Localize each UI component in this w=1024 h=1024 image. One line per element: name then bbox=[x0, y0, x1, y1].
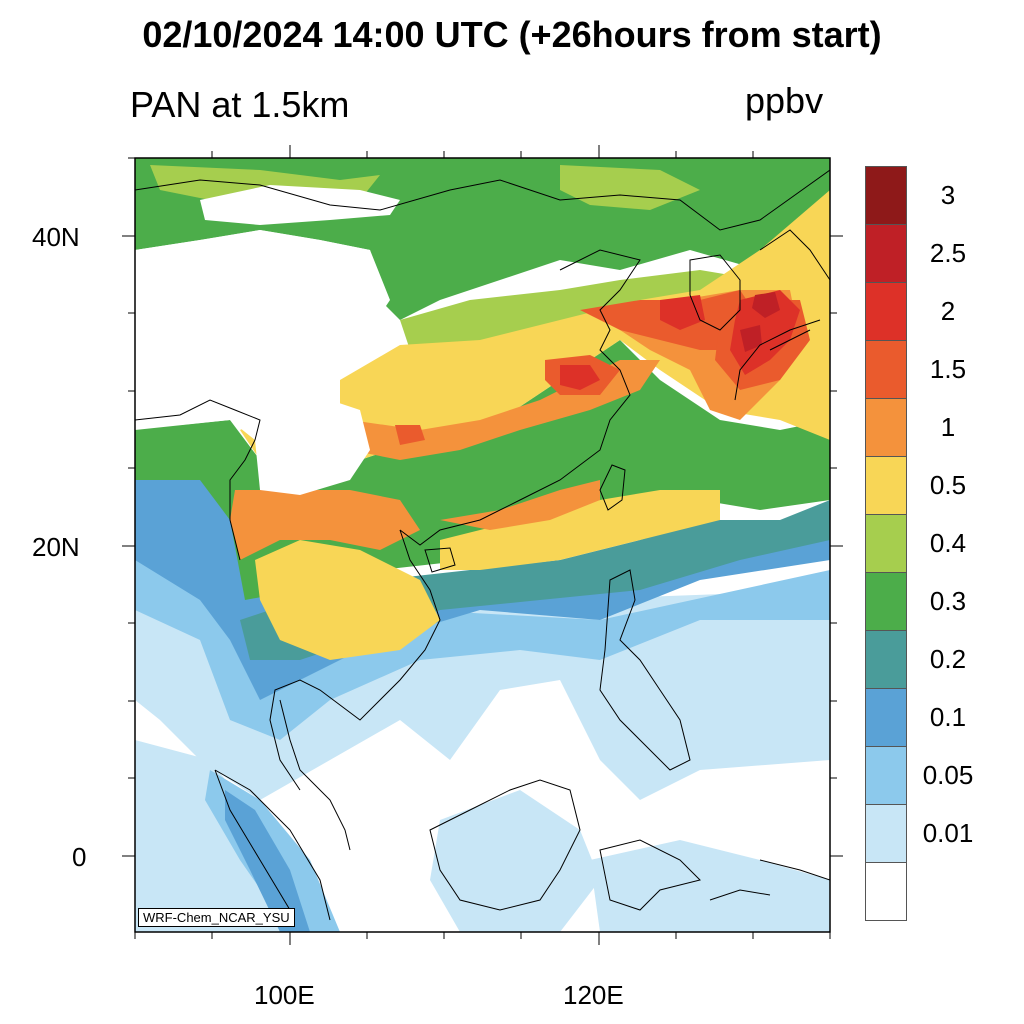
coastline-taiwan bbox=[599, 464, 626, 511]
colorbar-label: 0.1 bbox=[929, 702, 967, 732]
plot-frame bbox=[134, 157, 831, 933]
coastline-japan bbox=[734, 229, 830, 401]
coastline-sumatra bbox=[214, 769, 331, 921]
region-white-plateau bbox=[135, 230, 390, 495]
coastline-newguinea bbox=[709, 859, 830, 901]
latitude-ticks bbox=[122, 157, 843, 857]
colorbar-swatch bbox=[865, 398, 907, 457]
units-label: ppbv bbox=[745, 80, 824, 121]
lat-label-20n: 20N bbox=[32, 532, 80, 562]
region-yellow-indochina bbox=[255, 540, 440, 660]
colorbar-swatch bbox=[865, 514, 907, 573]
colorbar-swatch bbox=[865, 282, 907, 341]
colorbar-label: 0.2 bbox=[929, 644, 967, 674]
colorbar-label: 1.5 bbox=[929, 354, 967, 384]
colorbar-label: 2 bbox=[940, 296, 956, 326]
colorbar-label: 0.3 bbox=[929, 586, 967, 616]
lon-label-120e: 120E bbox=[563, 980, 624, 1010]
coastline-philippines bbox=[599, 569, 691, 771]
region-white-mongolia bbox=[200, 185, 400, 225]
longitude-ticks bbox=[134, 145, 831, 945]
colorbar-label: 0.01 bbox=[922, 818, 974, 848]
model-watermark: WRF-Chem_NCAR_YSU bbox=[138, 908, 295, 927]
colorbar-swatch bbox=[865, 456, 907, 515]
region-very-light-blue-borneo bbox=[430, 790, 600, 932]
colorbar-swatch bbox=[865, 340, 907, 399]
coastline-malay bbox=[279, 699, 351, 851]
region-red-central bbox=[560, 365, 600, 390]
border-myanmar-india bbox=[135, 399, 261, 561]
colorbar-label: 1 bbox=[940, 412, 956, 442]
region-orange-coast bbox=[440, 480, 600, 530]
lat-label-40n: 40N bbox=[32, 222, 80, 252]
colorbar-swatch bbox=[865, 166, 907, 225]
coastline-indochina bbox=[269, 529, 441, 791]
colorbar-label: 2.5 bbox=[929, 238, 967, 268]
coastlines bbox=[135, 169, 830, 921]
colorbar-swatch bbox=[865, 862, 907, 921]
region-orange bbox=[230, 490, 420, 560]
colorbar-label: 3 bbox=[940, 180, 956, 210]
coastline-borneo bbox=[429, 779, 581, 911]
coastline-sulawesi bbox=[599, 839, 701, 911]
region-yellow-sea bbox=[440, 490, 720, 570]
region-dark-red-korea bbox=[752, 292, 780, 318]
concentration-field bbox=[135, 158, 830, 932]
coastline-korea bbox=[689, 254, 741, 331]
colorbar-swatch bbox=[865, 630, 907, 689]
colorbar-label: 0.05 bbox=[922, 760, 974, 790]
colorbar-label: 0.4 bbox=[929, 528, 967, 558]
coastline-china bbox=[399, 249, 641, 546]
map-title: 02/10/2024 14:00 UTC (+26hours from star… bbox=[142, 14, 882, 55]
colorbar-swatch bbox=[865, 224, 907, 283]
lon-label-100e: 100E bbox=[254, 980, 315, 1010]
colorbar-swatch bbox=[865, 804, 907, 863]
region-red-korea-japan bbox=[730, 290, 800, 375]
colorbar-swatch bbox=[865, 746, 907, 805]
colorbar-swatch bbox=[865, 572, 907, 631]
region-blue-sumatra bbox=[225, 790, 310, 932]
region-yellow bbox=[240, 190, 830, 470]
lat-label-0: 0 bbox=[72, 842, 87, 872]
region-dark-orange-small bbox=[395, 425, 425, 445]
region-dark-red-japan bbox=[740, 325, 762, 352]
border-north-china bbox=[135, 169, 830, 231]
variable-subtitle: PAN at 1.5km bbox=[130, 84, 350, 125]
coastline-hainan bbox=[424, 547, 456, 573]
colorbar-label: 0.5 bbox=[929, 470, 967, 500]
colorbar-swatch bbox=[865, 688, 907, 747]
